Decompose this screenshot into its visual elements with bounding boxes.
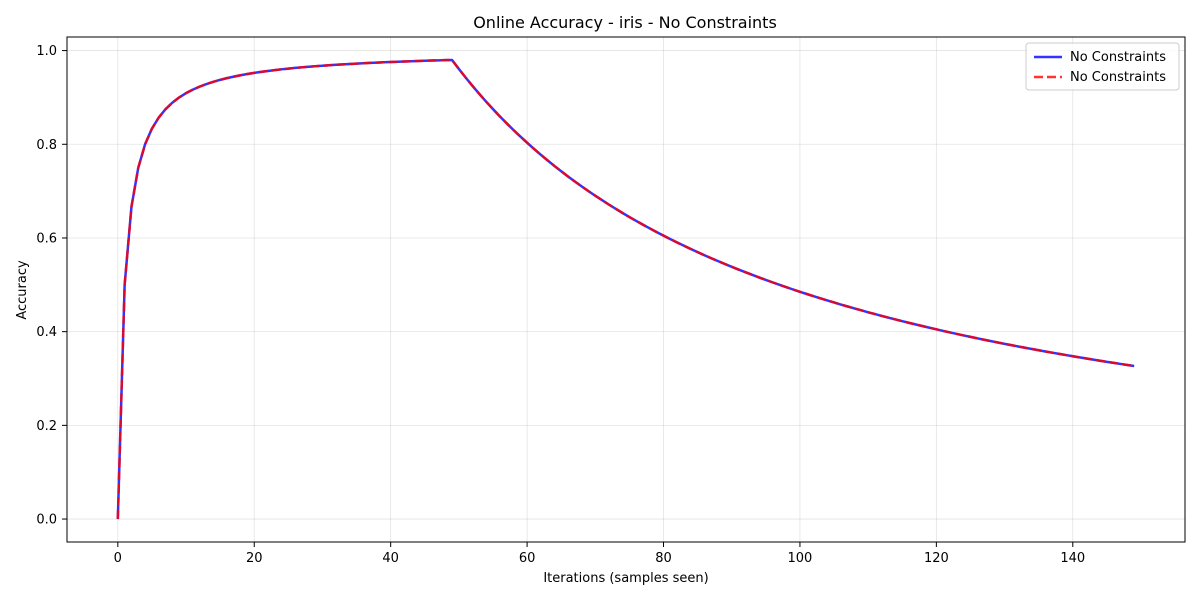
plot-frame (66, 36, 1186, 543)
x-tick-label: 20 (246, 551, 263, 566)
legend-label-1: No Constraints (1070, 50, 1166, 65)
y-tick-label: 0.0 (36, 513, 57, 528)
x-axis-ticks: 0 20 40 60 80 100 120 140 (114, 542, 1085, 566)
series-line-solid (116, 58, 1135, 520)
y-axis-label: Accuracy (15, 260, 30, 320)
x-tick-label: 120 (924, 551, 949, 566)
y-tick-label: 0.2 (36, 419, 57, 434)
legend-label-2: No Constraints (1070, 70, 1166, 85)
y-tick-label: 0.8 (36, 138, 57, 153)
gridlines (67, 37, 1185, 542)
y-tick-label: 0.4 (36, 325, 57, 340)
series-layer (116, 58, 1135, 520)
chart-title: Online Accuracy - iris - No Constraints (473, 13, 777, 32)
x-tick-label: 100 (788, 551, 813, 566)
x-tick-label: 40 (382, 551, 399, 566)
legend-box (1025, 42, 1180, 91)
x-tick-label: 0 (114, 551, 122, 566)
series-line-dashed (116, 58, 1135, 520)
y-tick-label: 1.0 (36, 44, 57, 59)
x-tick-label: 80 (655, 551, 672, 566)
y-axis-ticks: 0.0 0.2 0.4 0.6 0.8 1.0 (36, 44, 67, 528)
legend: No Constraints No Constraints (1025, 42, 1180, 91)
x-axis-label: Iterations (samples seen) (543, 571, 708, 586)
x-tick-label: 140 (1060, 551, 1085, 566)
x-tick-label: 60 (519, 551, 536, 566)
y-tick-label: 0.6 (36, 231, 57, 246)
